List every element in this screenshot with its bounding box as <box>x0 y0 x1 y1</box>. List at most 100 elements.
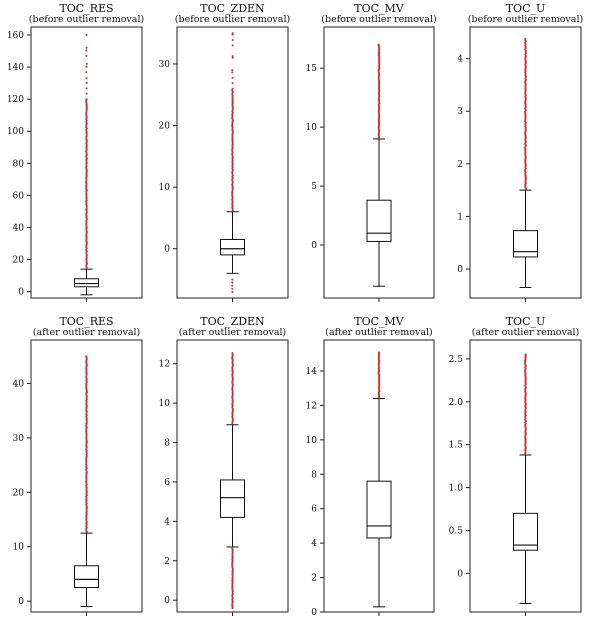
iqr-box <box>513 512 538 551</box>
y-tick-label: 4 <box>311 539 317 549</box>
panel-title: TOC_ZDEN <box>200 315 265 328</box>
iqr-box <box>74 278 99 288</box>
y-tick-label: 0 <box>164 245 170 255</box>
panel-6: TOC_ZDEN(after outlier removal) 0 2 4 6 8 10 12 <box>159 315 289 616</box>
outlier-point <box>85 33 88 37</box>
outlier-point <box>231 352 234 355</box>
outlier-point <box>85 77 88 80</box>
outlier-point <box>85 355 88 358</box>
y-tick-label: 30 <box>159 60 171 70</box>
panel-title: TOC_ZDEN <box>200 2 265 15</box>
outlier-point <box>524 353 527 356</box>
outliers <box>524 353 527 455</box>
y-tick-label: 0 <box>311 241 317 251</box>
y-tick-label: 100 <box>7 127 24 137</box>
y-tick-label: 10 <box>159 399 171 409</box>
iqr-box <box>366 199 392 242</box>
outlier-point <box>377 43 380 46</box>
y-tick-label: 160 <box>7 31 24 41</box>
y-tick-label: 10 <box>306 123 318 133</box>
panel-4: TOC_U(before outlier removal) 0 1 2 3 4 <box>457 2 583 302</box>
y-tick-label: 20 <box>13 488 25 498</box>
outlier-point <box>231 278 234 281</box>
outlier-point <box>231 32 234 35</box>
outlier-point <box>85 46 88 49</box>
y-tick-label: 5 <box>311 182 317 192</box>
y-tick-label: 0 <box>457 569 463 579</box>
y-tick-label: 6 <box>164 478 170 488</box>
outlier-point <box>85 65 88 68</box>
y-tick-label: 4 <box>164 517 170 527</box>
panel-subtitle: (before outlier removal) <box>321 14 436 25</box>
outlier-point <box>85 81 88 85</box>
outlier-point <box>231 71 234 74</box>
outlier-point <box>85 62 88 65</box>
outlier-point <box>231 55 234 58</box>
outlier-point <box>231 87 234 90</box>
y-tick-label: 0 <box>457 265 463 275</box>
outliers <box>377 43 381 139</box>
y-tick-label: 14 <box>306 367 318 377</box>
y-tick-label: 0 <box>18 597 24 607</box>
y-tick-label: 120 <box>7 95 24 105</box>
panel-2: TOC_ZDEN(before outlier removal) 0 10 20 30 <box>159 2 290 302</box>
box-plot <box>513 189 538 288</box>
y-tick-label: 2 <box>164 557 170 567</box>
y-tick-label: 8 <box>311 470 317 480</box>
y-tick-label: 10 <box>306 436 318 446</box>
outlier-point <box>231 281 234 284</box>
outlier-point <box>231 290 234 293</box>
y-tick-label: 0 <box>311 608 317 617</box>
outlier-point <box>231 69 234 72</box>
panel-8: TOC_U(after outlier removal) 0 0.5 1.0 1.5 2.… <box>449 315 582 616</box>
y-tick-label: 140 <box>7 63 24 73</box>
panel-title: TOC_U <box>506 2 546 15</box>
outlier-point <box>231 284 234 287</box>
y-tick-label: 12 <box>159 360 170 370</box>
y-tick-label: 1 <box>457 212 463 222</box>
y-tick-label: 1.5 <box>449 441 464 451</box>
y-tick-label: 40 <box>13 380 25 390</box>
iqr-box <box>366 480 392 539</box>
box-plot <box>74 532 99 608</box>
outlier-point <box>231 56 234 59</box>
outlier-point <box>524 37 527 40</box>
y-tick-label: 10 <box>13 543 25 553</box>
panel-subtitle: (after outlier removal) <box>472 327 579 338</box>
outliers <box>231 352 234 610</box>
outliers <box>377 351 381 399</box>
panel-5: TOC_RES(after outlier removal) 0 10 20 30 40 <box>13 315 143 616</box>
y-tick-label: 6 <box>311 505 317 515</box>
outlier-point <box>85 92 88 95</box>
y-tick-label: 10 <box>159 183 171 193</box>
box-plot <box>220 211 245 274</box>
outlier-point <box>231 287 234 290</box>
outlier-point <box>85 54 88 58</box>
y-tick-label: 80 <box>13 159 25 169</box>
panel-title: TOC_MV <box>354 2 405 15</box>
y-tick-label: 1.0 <box>449 484 464 494</box>
panel-title: TOC_RES <box>59 2 113 15</box>
outlier-point <box>231 82 234 85</box>
y-tick-label: 0.5 <box>449 526 464 536</box>
box-plot <box>74 268 99 296</box>
outlier-point <box>231 76 234 79</box>
iqr-box <box>220 238 245 256</box>
y-tick-label: 30 <box>13 434 25 444</box>
y-tick-label: 2 <box>311 574 317 584</box>
y-tick-label: 2.0 <box>449 398 464 408</box>
box-plot <box>366 138 392 287</box>
y-tick-label: 3 <box>457 107 463 117</box>
box-plot <box>513 454 538 604</box>
y-tick-label: 20 <box>13 256 25 266</box>
box-plot <box>220 424 245 548</box>
panel-1: TOC_RES(before outlier removal) 0 20 40 60 80… <box>7 2 144 302</box>
outliers <box>231 32 234 293</box>
panel-7: TOC_MV(after outlier removal) 0 2 4 6 8 10 12 14 <box>306 315 435 617</box>
y-tick-label: 2.5 <box>449 355 464 365</box>
iqr-box <box>513 230 538 258</box>
y-tick-label: 0 <box>18 288 24 298</box>
panel-subtitle: (before outlier removal) <box>468 14 583 25</box>
iqr-box <box>74 565 99 589</box>
